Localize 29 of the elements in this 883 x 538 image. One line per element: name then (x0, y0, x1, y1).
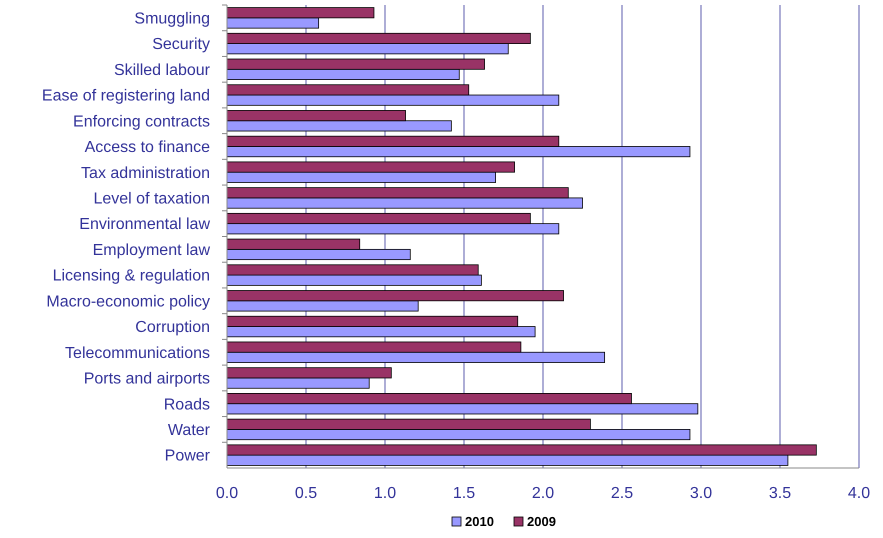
y-tick-label: Level of taxation (93, 190, 210, 208)
x-tick-label: 4.0 (848, 485, 870, 502)
y-tick-label: Ease of registering land (42, 88, 210, 105)
y-tick-label: Telecommunications (65, 344, 210, 362)
y-tick-label: Enforcing contracts (73, 113, 210, 130)
y-tick-label: Smuggling (134, 10, 210, 28)
x-tick-label: 2.0 (532, 485, 554, 502)
y-tick-label: Ports and airports (84, 370, 210, 388)
x-tick-label: 1.5 (452, 485, 476, 502)
y-tick-label: Tax administration (81, 164, 210, 182)
y-tick-label: Access to finance (84, 139, 210, 156)
x-tick-label: 3.5 (768, 485, 792, 502)
y-tick-label: Corruption (135, 319, 210, 336)
y-tick-label: Licensing & regulation (52, 268, 210, 285)
x-tick-label: 0.5 (294, 485, 318, 502)
legend-label: 2009 (527, 514, 556, 529)
y-tick-label: Environmental law (79, 216, 210, 234)
y-tick-label: Employment law (92, 242, 210, 259)
y-tick-label: Macro-economic policy (46, 293, 210, 310)
y-tick-label: Skilled labour (114, 62, 211, 79)
y-tick-label: Security (152, 36, 210, 54)
x-tick-label: 2.5 (610, 485, 634, 502)
y-tick-label: Roads (164, 396, 210, 414)
x-tick-label: 0.0 (216, 485, 238, 502)
legend-label: 2010 (465, 514, 494, 529)
x-tick-label: 1.0 (374, 485, 396, 502)
y-tick-label: Water (168, 422, 211, 440)
y-tick-label: Power (164, 448, 211, 465)
x-tick-label: 3.0 (690, 485, 712, 502)
